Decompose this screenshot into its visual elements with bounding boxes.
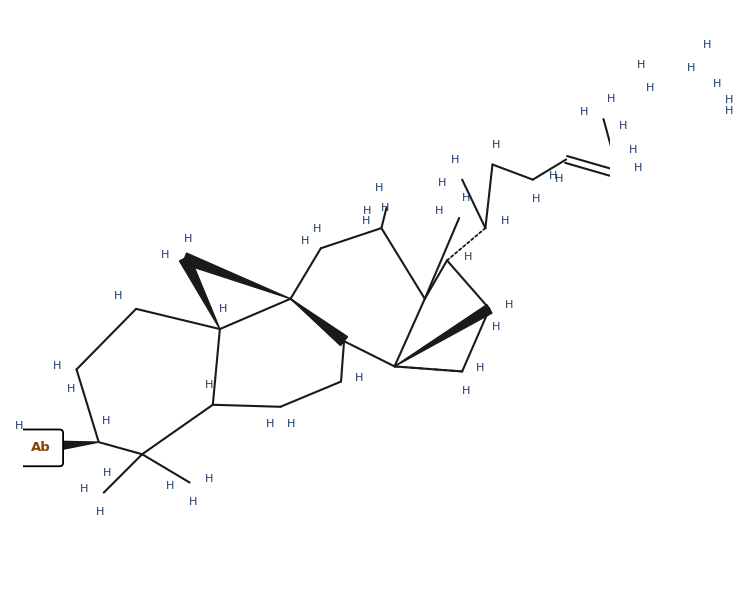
Text: H: H	[462, 386, 470, 396]
Text: H: H	[462, 193, 471, 203]
Text: H: H	[580, 107, 588, 117]
Polygon shape	[395, 305, 492, 367]
Text: H: H	[555, 174, 563, 184]
Text: H: H	[501, 216, 510, 226]
Text: H: H	[14, 421, 23, 431]
Text: H: H	[184, 233, 192, 244]
Text: H: H	[451, 155, 460, 165]
Text: H: H	[205, 380, 213, 390]
Text: H: H	[313, 223, 322, 233]
Text: H: H	[646, 84, 655, 93]
Polygon shape	[290, 299, 348, 346]
FancyBboxPatch shape	[19, 430, 63, 466]
Text: H: H	[160, 250, 169, 260]
Text: H: H	[725, 106, 733, 116]
Text: H: H	[52, 361, 61, 371]
Text: H: H	[712, 79, 721, 89]
Text: H: H	[362, 216, 370, 226]
Polygon shape	[183, 253, 290, 299]
Text: Ab: Ab	[31, 441, 51, 454]
Text: H: H	[464, 252, 472, 262]
Text: H: H	[80, 484, 88, 494]
Text: H: H	[114, 291, 122, 301]
Text: H: H	[492, 140, 500, 150]
Text: H: H	[219, 305, 228, 314]
Text: H: H	[101, 416, 110, 426]
Text: H: H	[66, 384, 75, 394]
Text: H: H	[686, 63, 695, 73]
Text: H: H	[725, 95, 733, 106]
Text: H: H	[703, 40, 711, 50]
Text: H: H	[505, 300, 513, 310]
Text: H: H	[103, 468, 111, 478]
Text: H: H	[532, 195, 541, 204]
Text: H: H	[205, 474, 213, 484]
Text: H: H	[380, 203, 389, 213]
Text: H: H	[266, 419, 274, 429]
Polygon shape	[180, 256, 220, 329]
Text: H: H	[287, 419, 295, 429]
Text: H: H	[363, 206, 371, 217]
Text: H: H	[301, 236, 310, 246]
Text: H: H	[96, 507, 104, 518]
Text: H: H	[637, 60, 645, 70]
Text: H: H	[548, 171, 557, 181]
Text: H: H	[619, 121, 627, 131]
Text: H: H	[606, 95, 615, 104]
Text: H: H	[189, 497, 197, 507]
Polygon shape	[40, 441, 98, 454]
Text: H: H	[375, 183, 383, 193]
Text: H: H	[166, 481, 174, 491]
Text: H: H	[634, 163, 642, 173]
Text: H: H	[435, 206, 444, 216]
Text: H: H	[476, 363, 484, 373]
Text: H: H	[629, 145, 638, 155]
Text: H: H	[354, 373, 363, 383]
Text: H: H	[438, 178, 447, 188]
Text: H: H	[492, 322, 501, 332]
